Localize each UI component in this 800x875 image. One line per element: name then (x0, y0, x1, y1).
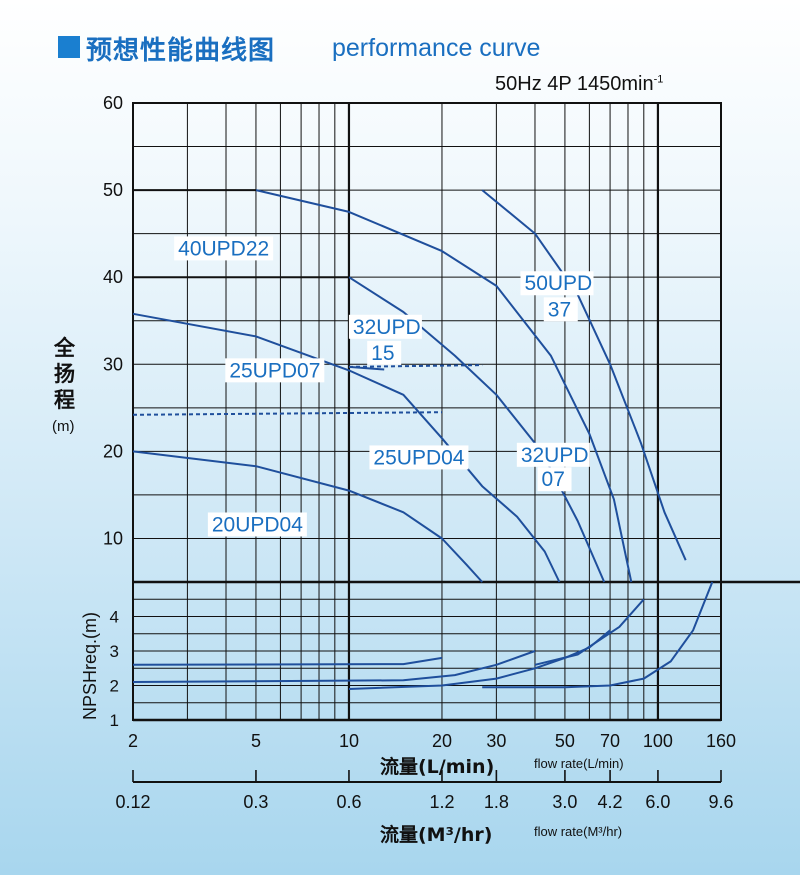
x-axis-label-lmin-cn: 流量(L/min) (380, 756, 495, 778)
spec-label: 50Hz 4P 1450min-1 (495, 73, 664, 95)
curve-label: 25UPD04 (373, 446, 464, 469)
y-axis-label-char: 程 (54, 388, 75, 412)
x-tick-label: 20 (432, 731, 452, 751)
curve-label: 07 (542, 468, 565, 491)
x2-tick-label: 0.12 (115, 792, 150, 812)
y-tick-label-head: 60 (103, 93, 123, 113)
curve-label-box (520, 271, 594, 296)
y-tick-label-npsh: 3 (110, 642, 119, 661)
npsh-line-5 (482, 581, 714, 689)
y-tick-label-npsh: 2 (110, 677, 119, 696)
series-line-32upd15-max (348, 364, 483, 368)
y-tick-label-head: 40 (103, 267, 123, 287)
npsh-line-4 (534, 598, 645, 666)
x2-tick-label: 1.2 (429, 792, 454, 812)
curve-label: 50UPD (525, 272, 593, 295)
series-line-20upd04 (132, 450, 483, 583)
curve-label: 40UPD22 (178, 237, 269, 260)
x-tick-label: 70 (600, 731, 620, 751)
y-axis-unit-head: (m) (52, 418, 75, 435)
curve-label-box (516, 442, 590, 467)
x2-tick-label: 0.6 (336, 792, 361, 812)
y-axis-label-char: 扬 (54, 362, 75, 386)
x-axis-label-lmin-en: flow rate(L/min) (534, 756, 624, 771)
series-line-25upd07 (132, 411, 443, 416)
y-tick-label-head: 30 (103, 354, 123, 374)
chart-title-cn: 预想性能曲线图 (86, 36, 276, 66)
curve-label: 20UPD04 (212, 513, 303, 536)
curve-label-box (225, 358, 325, 383)
series-line-25upd04 (132, 312, 561, 583)
x-tick-label: 100 (643, 731, 673, 751)
y-axis-label-char: 全 (54, 336, 75, 360)
series-line-40upd22 (255, 189, 633, 583)
curve-label-box (174, 236, 274, 261)
y-axis-label-head: 全扬程 (54, 335, 75, 413)
npsh-line-1 (132, 656, 443, 666)
x-axis-label-m3hr-cn: 流量(M³/hr) (380, 824, 493, 846)
y-tick-label-head: 10 (103, 528, 123, 548)
npsh-line-2 (132, 650, 536, 683)
curve-label-box (369, 445, 469, 470)
curve-label-box (207, 512, 307, 537)
x2-tick-label: 6.0 (645, 792, 670, 812)
curve-label: 25UPD07 (229, 359, 320, 382)
x2-tick-label: 0.3 (243, 792, 268, 812)
x-tick-label: 10 (339, 731, 359, 751)
x-tick-label: 2 (128, 731, 138, 751)
chart-title-en: performance curve (332, 34, 541, 62)
series-line-50upd37 (481, 189, 687, 561)
x-axis-label-m3hr-en: flow rate(M³/hr) (534, 824, 623, 839)
x-tick-label: 30 (486, 731, 506, 751)
x-tick-label: 5 (251, 731, 261, 751)
y-tick-label-head: 20 (103, 441, 123, 461)
curve-label: 15 (371, 342, 394, 365)
x-tick-label: 50 (555, 731, 575, 751)
curve-label: 32UPD (353, 316, 421, 339)
x-tick-label: 160 (706, 731, 736, 751)
y-tick-label-npsh: 1 (110, 711, 119, 730)
x2-tick-label: 9.6 (708, 792, 733, 812)
curve-label: 32UPD (521, 444, 589, 467)
x2-tick-label: 3.0 (552, 792, 577, 812)
curve-label-box (543, 297, 578, 322)
y-axis-label-npsh: NPSHreq.(m) (80, 611, 100, 720)
series-line-32upd15 (348, 276, 606, 583)
curve-label-box (348, 314, 422, 339)
x2-tick-label: 1.8 (484, 792, 509, 812)
x2-tick-label: 4.2 (598, 792, 623, 812)
y-tick-label-head: 50 (103, 180, 123, 200)
curve-label-box (367, 340, 402, 365)
y-tick-label-npsh: 4 (110, 608, 119, 627)
title-square-marker (58, 36, 80, 58)
series-line-32upd07 (348, 365, 385, 371)
curve-label-box (537, 467, 572, 492)
curve-label: 37 (548, 298, 571, 321)
